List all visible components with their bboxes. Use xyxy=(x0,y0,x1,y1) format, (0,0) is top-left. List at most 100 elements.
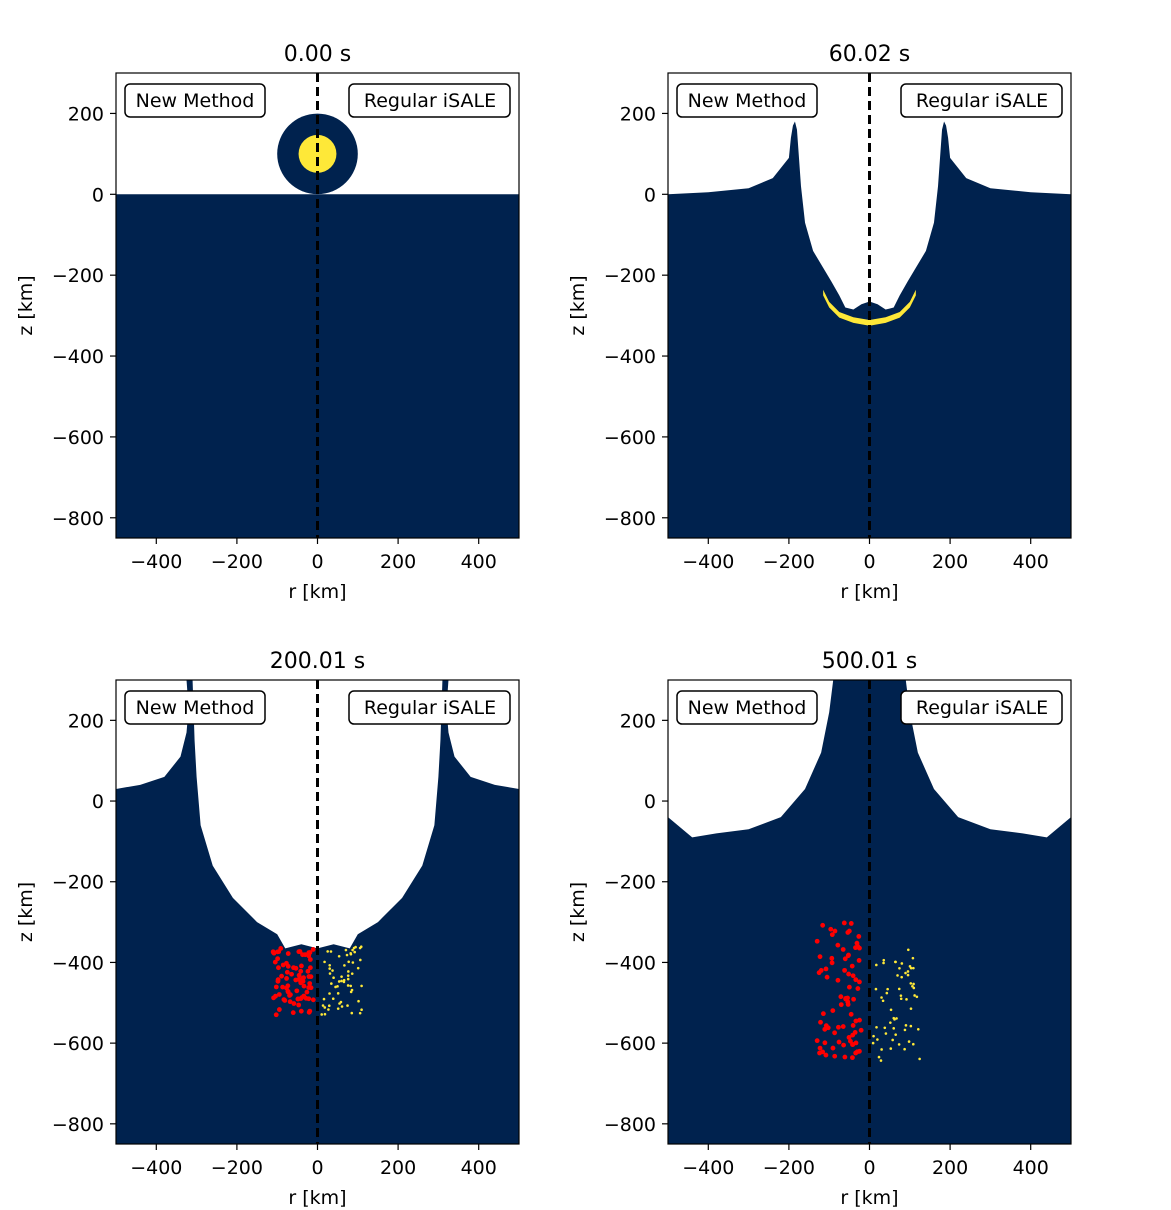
tracer-point xyxy=(853,977,859,983)
tracer-point xyxy=(896,974,899,977)
tracer-point xyxy=(818,1019,823,1025)
tracer-point xyxy=(359,958,362,962)
x-tick-label: 400 xyxy=(461,551,497,573)
tracer-point xyxy=(322,997,326,1001)
tracer-point xyxy=(329,950,333,953)
x-tick-label: 0 xyxy=(311,1157,323,1179)
tracer-point xyxy=(337,980,341,983)
x-tick-label: 200 xyxy=(380,1157,416,1179)
label-text: New Method xyxy=(688,90,807,112)
tracer-point xyxy=(346,977,350,981)
tracer-point xyxy=(340,979,343,983)
label-text: New Method xyxy=(688,697,807,719)
label-box xyxy=(900,83,1063,118)
label-text: Regular iSALE xyxy=(364,697,496,719)
label-box xyxy=(900,690,1063,725)
y-tick-label: −200 xyxy=(52,265,104,287)
tracer-point xyxy=(820,1011,826,1017)
tracer-point xyxy=(323,1006,327,1009)
tracer-point xyxy=(829,960,835,966)
tracer-point xyxy=(840,1024,846,1029)
tracer-point xyxy=(275,978,281,984)
tracer-point xyxy=(855,986,861,991)
y-tick-label: 200 xyxy=(620,103,656,125)
y-tick-label: −800 xyxy=(52,508,104,530)
tracer-point xyxy=(336,985,339,988)
tracer-point xyxy=(344,948,348,952)
tracer-point xyxy=(850,1032,856,1038)
y-tick-label: −600 xyxy=(52,427,104,449)
tracer-point xyxy=(857,979,862,985)
tracer-point xyxy=(349,952,353,956)
tracer-point xyxy=(854,940,860,946)
tracer-point xyxy=(296,972,302,978)
tracer-point xyxy=(823,966,829,972)
tracer-point xyxy=(351,948,354,952)
tracer-point xyxy=(327,1004,331,1008)
label-box xyxy=(676,83,818,118)
tracer-point xyxy=(843,996,849,1002)
tracer-point xyxy=(328,992,331,995)
tracer-point xyxy=(300,978,306,984)
tracer-point xyxy=(310,947,316,952)
x-tick-label: 0 xyxy=(311,551,323,573)
tracer-point xyxy=(853,945,858,951)
label-text: Regular iSALE xyxy=(364,90,496,112)
y-axis-label: z [km] xyxy=(567,882,589,942)
tracer-point xyxy=(903,1028,907,1032)
tracer-point xyxy=(908,965,912,968)
y-axis-label: z [km] xyxy=(15,882,37,942)
tracer-point xyxy=(841,1042,846,1048)
tracer-point xyxy=(306,1009,312,1015)
label-regular-isale: Regular iSALE xyxy=(900,83,1063,118)
tracer-point xyxy=(293,965,299,971)
tracer-point xyxy=(275,949,281,955)
tracer-point xyxy=(885,991,889,995)
tracer-point xyxy=(271,950,277,956)
tracer-point xyxy=(832,928,838,934)
tracer-point xyxy=(342,980,346,984)
tracer-point xyxy=(271,995,276,1001)
tracer-point xyxy=(874,987,878,991)
panel-title: 500.01 s xyxy=(822,649,917,674)
tracer-point xyxy=(336,1007,340,1010)
tracer-point xyxy=(904,971,907,975)
tracer-point xyxy=(823,1052,829,1058)
tracer-point xyxy=(889,1047,893,1050)
tracer-point xyxy=(298,996,304,1001)
tracer-point xyxy=(345,953,349,957)
projectile-core xyxy=(298,134,337,173)
tracer-point xyxy=(818,967,824,973)
tracer-point xyxy=(856,934,862,939)
tracer-point xyxy=(299,963,304,969)
tracer-point xyxy=(328,964,332,967)
tracer-point xyxy=(350,988,354,992)
x-tick-label: 0 xyxy=(863,1157,875,1179)
tracer-point xyxy=(306,953,312,959)
tracer-point xyxy=(290,1010,296,1016)
tracer-point xyxy=(276,992,282,997)
tracer-point xyxy=(822,1040,828,1046)
tracer-point xyxy=(889,1021,892,1024)
tracer-point xyxy=(338,1002,341,1005)
tracer-point xyxy=(907,1040,911,1043)
tracer-point xyxy=(842,967,847,973)
tracer-point xyxy=(907,948,910,952)
label-new-method: New Method xyxy=(676,83,818,118)
panel-0: −400 −200 0 200 400 200 0 −200 −400 −600 −800 r [km… xyxy=(15,42,520,603)
tracer-point xyxy=(904,1024,908,1027)
tracer-point xyxy=(280,984,286,990)
label-regular-isale: Regular iSALE xyxy=(348,83,511,118)
x-tick-label: −200 xyxy=(763,551,815,573)
y-tick-label: −800 xyxy=(604,1114,656,1136)
x-tick-label: −400 xyxy=(130,551,182,573)
tracer-point xyxy=(296,1002,302,1008)
tracer-point xyxy=(900,975,903,979)
tracer-point xyxy=(323,960,326,964)
tracer-point xyxy=(820,922,826,928)
tracer-point xyxy=(886,987,889,991)
tracer-point xyxy=(346,1004,349,1007)
tracer-point xyxy=(350,972,354,975)
tracers-new-method xyxy=(270,946,316,1018)
y-tick-label: −400 xyxy=(52,346,104,368)
